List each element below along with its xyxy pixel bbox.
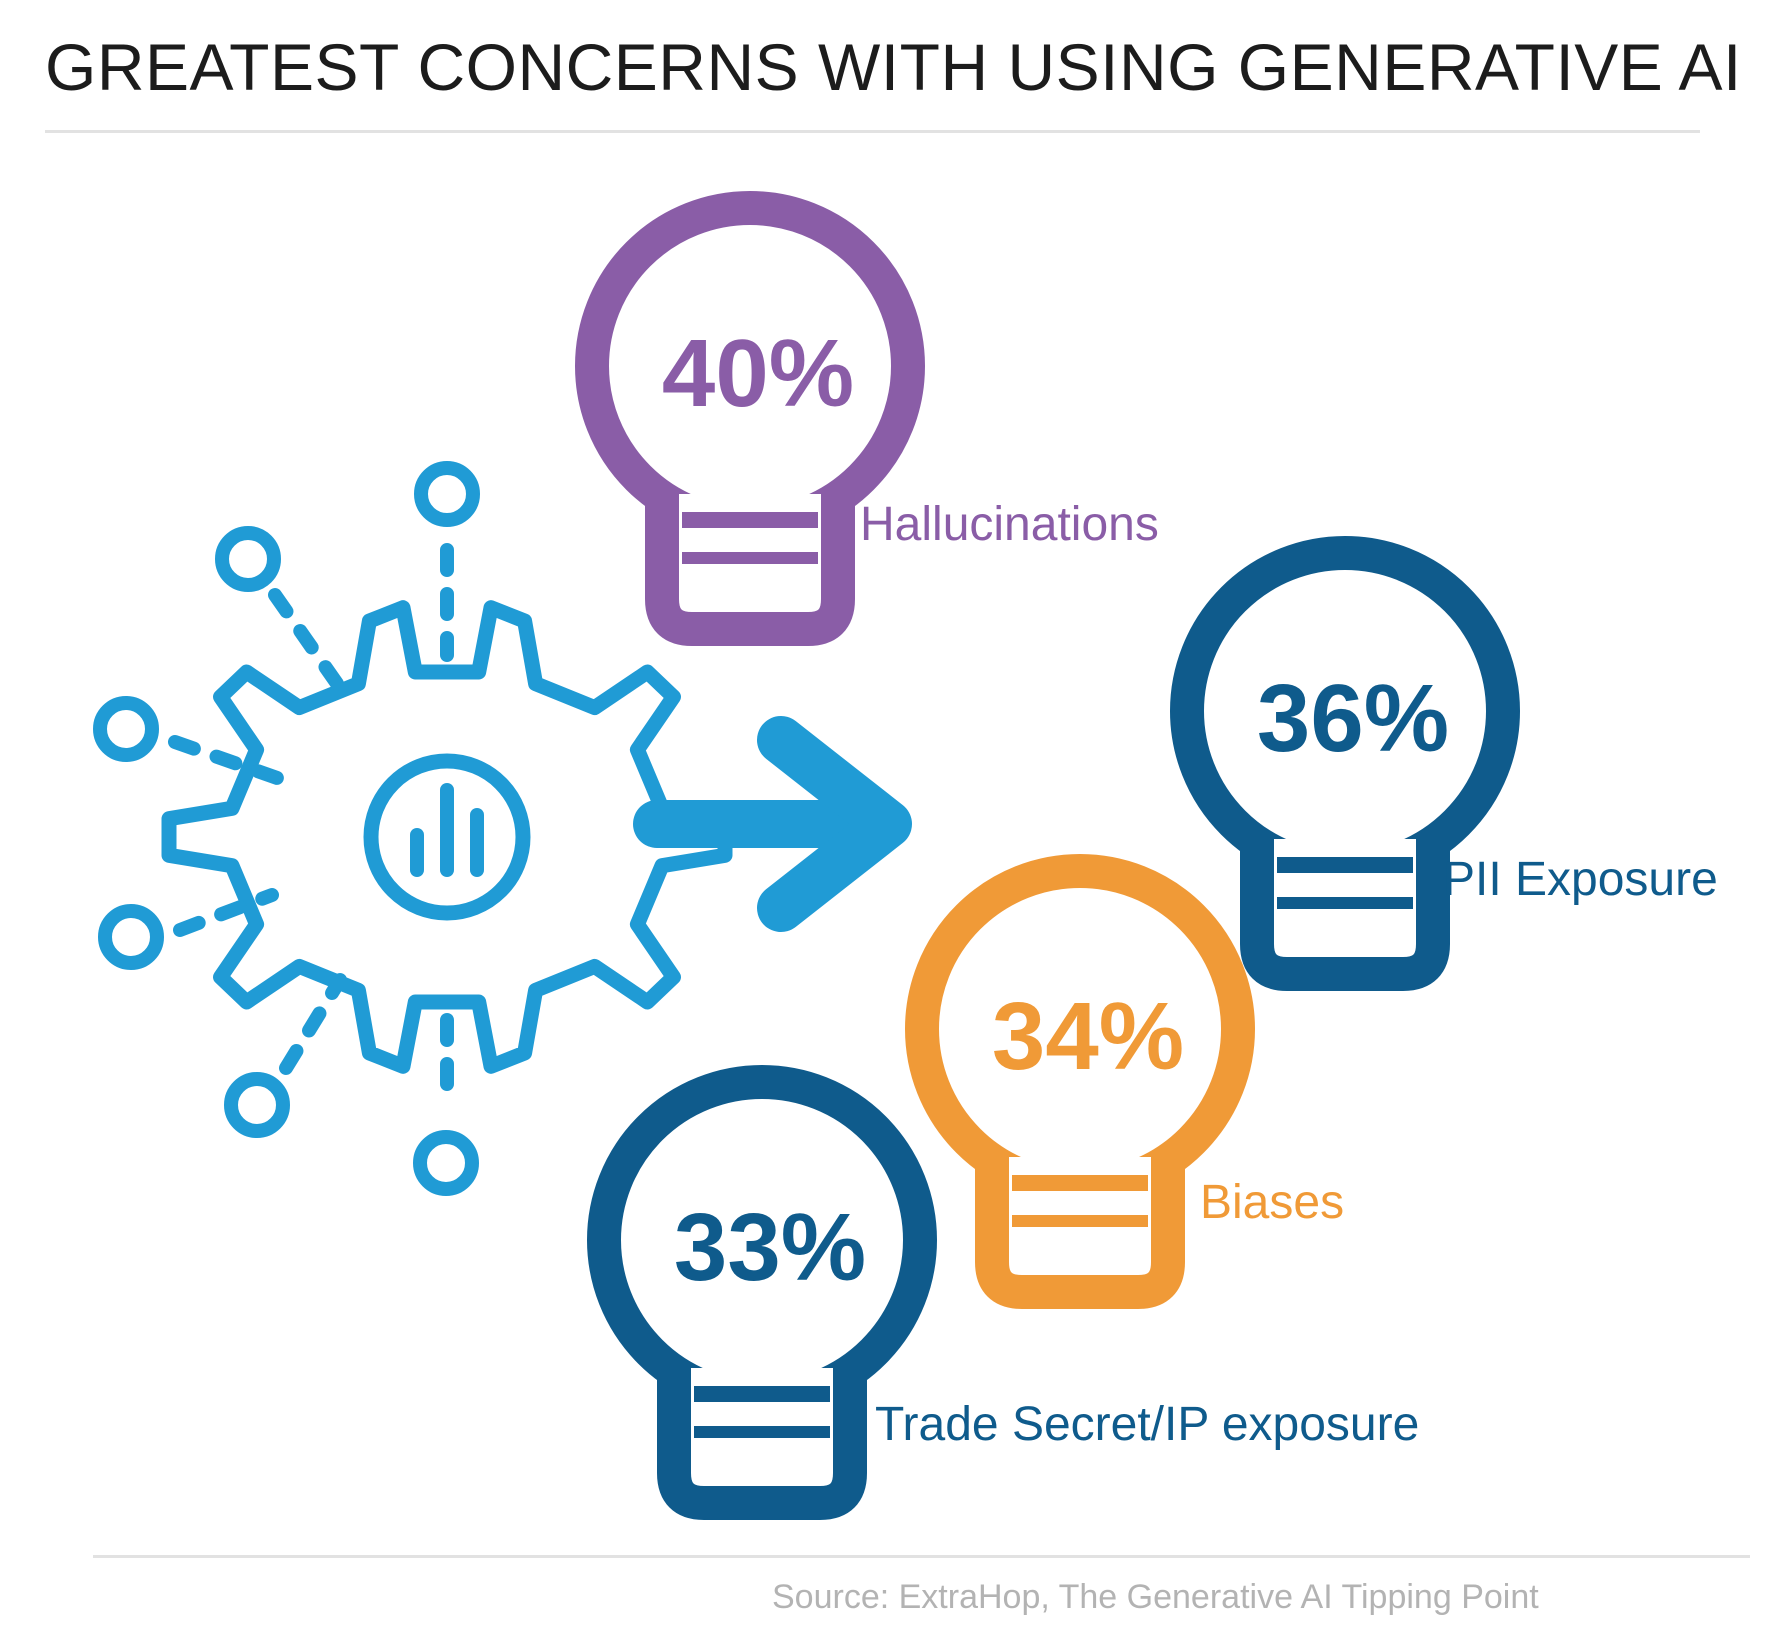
category-label: PII Exposure <box>1443 853 1718 906</box>
bulb-pii-exposure: 36% PII Exposure <box>1170 536 1718 991</box>
bulb-thread <box>682 512 818 528</box>
value-label: 34% <box>992 983 1184 1090</box>
bulb-thread <box>1277 897 1413 909</box>
bulb-biases: 34% Biases <box>905 854 1344 1309</box>
bulb-thread <box>682 552 818 564</box>
value-label: 40% <box>662 320 854 427</box>
category-label: Hallucinations <box>860 498 1159 551</box>
footer-divider <box>93 1555 1750 1558</box>
gear-chart-icon <box>93 461 733 1196</box>
bulb-thread <box>1277 857 1413 873</box>
bulb-thread <box>694 1426 830 1438</box>
source-note: Source: ExtraHop, The Generative AI Tipp… <box>772 1578 1539 1616</box>
chart-title: GREATEST CONCERNS WITH USING GENERATIVE … <box>45 30 1742 104</box>
title-divider <box>45 130 1700 133</box>
bulb-hallucinations: 40% Hallucinations <box>575 191 1159 646</box>
bar-chart-icon <box>410 783 484 877</box>
bulb-thread <box>1012 1175 1148 1191</box>
bulb-thread <box>1012 1215 1148 1227</box>
gear-outline <box>161 600 733 1074</box>
bulb-trade-secret-ip-exposure: 33% Trade Secret/IP exposure <box>587 1065 1419 1520</box>
bulb-thread <box>694 1386 830 1402</box>
category-label: Trade Secret/IP exposure <box>875 1398 1419 1451</box>
node-circles <box>93 461 480 1196</box>
connector-lines <box>168 543 454 1115</box>
value-label: 33% <box>674 1194 866 1301</box>
concern-bulbs: 40% Hallucinations 36% PII Exposure 34% Biase… <box>575 191 1718 1520</box>
gear-inner-ring <box>363 753 531 921</box>
category-label: Biases <box>1200 1176 1344 1229</box>
value-label: 36% <box>1257 665 1449 772</box>
arrow-right-icon <box>633 716 912 932</box>
